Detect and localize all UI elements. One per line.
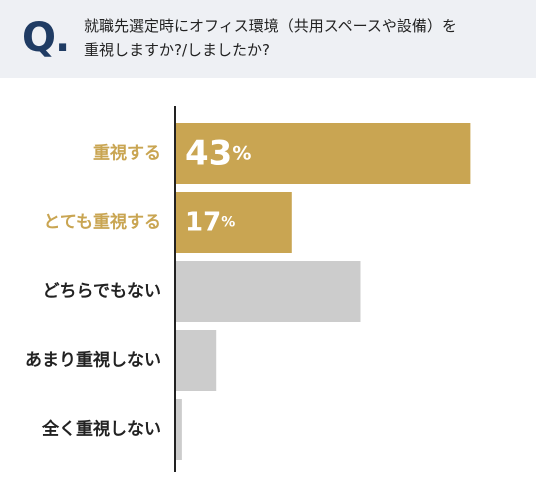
question-mark: Q. xyxy=(22,15,70,61)
bar-2 xyxy=(175,261,361,322)
question-banner: Q. 就職先選定時にオフィス環境（共用スペースや設備）を 重視しますか?/しまし… xyxy=(0,0,536,78)
question-text: 就職先選定時にオフィス環境（共用スペースや設備）を 重視しますか?/しましたか? xyxy=(84,14,524,62)
value-label-0: 43% xyxy=(185,134,251,174)
category-label-2: どちらでもない xyxy=(43,282,162,302)
bar-3 xyxy=(175,330,217,391)
bar-0 xyxy=(175,123,471,184)
question-line-2: 重視しますか?/しましたか? xyxy=(84,41,270,59)
category-label-0: 重視する xyxy=(93,143,161,164)
value-labels-layer: 43% 17% xyxy=(185,134,251,238)
category-label-3: あまり重視しない xyxy=(25,350,161,371)
question-line-1: 就職先選定時にオフィス環境（共用スペースや設備）を xyxy=(84,17,457,35)
category-label-4: 全く重視しない xyxy=(41,419,161,440)
category-label-1: とても重視する xyxy=(43,212,161,233)
bar-1 xyxy=(175,192,292,253)
bar-4 xyxy=(175,399,182,460)
bars-layer xyxy=(175,123,471,460)
value-label-1: 17% xyxy=(185,208,235,238)
